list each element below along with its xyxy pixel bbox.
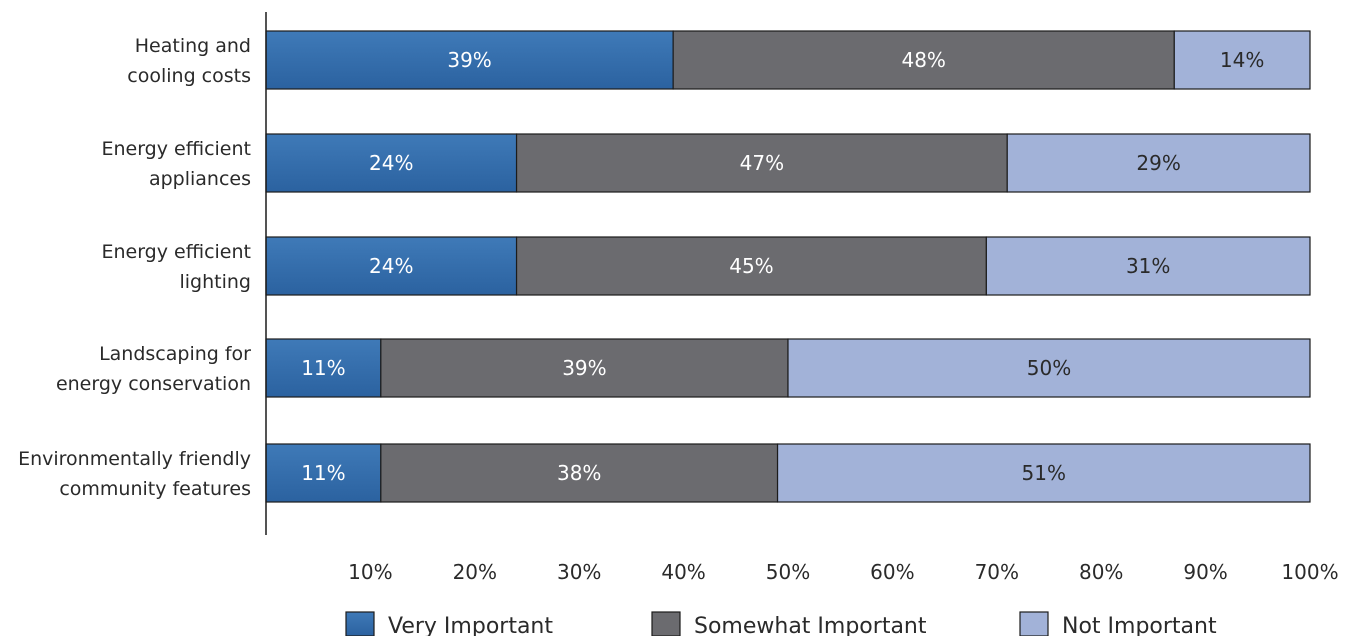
data-label: 51% [1022,461,1066,485]
bar-segment [515,133,1008,193]
bar-segment [265,133,518,193]
data-label: 24% [369,254,413,278]
category-label: Energy efficient lighting [101,241,251,293]
x-tick-label: 40% [661,560,705,584]
bar-segment [1173,30,1311,90]
bar-segment [265,443,382,503]
legend-label: Very Important [388,614,553,636]
data-label: 39% [447,48,491,72]
x-tick-label: 60% [870,560,914,584]
bar-segment [265,338,382,398]
x-tick-label: 90% [1183,560,1227,584]
x-tick-label: 50% [766,560,810,584]
data-label: 14% [1220,48,1264,72]
category-label: Landscaping for energy conservation [56,343,251,395]
legend-swatch [1019,611,1049,637]
bar-segment [776,443,1311,503]
bar-segment [380,443,779,503]
data-label: 31% [1126,254,1170,278]
x-tick-label: 80% [1079,560,1123,584]
data-label: 11% [301,356,345,380]
x-tick-label: 20% [453,560,497,584]
category-label: Environmentally friendly community featur… [18,448,251,500]
data-label: 47% [740,151,784,175]
x-tick-label: 30% [557,560,601,584]
x-tick-label: 10% [348,560,392,584]
category-label: Heating and cooling costs [127,35,251,87]
data-label: 38% [557,461,601,485]
legend-swatch [345,611,375,637]
legend-label: Not Important [1062,614,1217,636]
data-label: 50% [1027,356,1071,380]
data-label: 39% [562,356,606,380]
data-label: 24% [369,151,413,175]
data-label: 45% [729,254,773,278]
data-label: 48% [901,48,945,72]
category-label: Energy efficient appliances [101,138,251,190]
legend-item: Not Important [1019,611,1217,639]
legend-item: Very Important [345,611,553,639]
bar-segment [265,30,674,90]
data-label: 29% [1136,151,1180,175]
legend-label: Somewhat Important [694,614,927,636]
legend-item: Somewhat Important [651,611,927,639]
bar-segment [1006,133,1311,193]
x-tick-label: 100% [1281,560,1338,584]
bar-segment [787,338,1311,398]
bar-segment [515,236,987,296]
x-tick-label: 70% [975,560,1019,584]
data-label: 11% [301,461,345,485]
bar-segment [985,236,1311,296]
bar-segment [672,30,1175,90]
bar-segment [265,236,518,296]
legend-swatch [651,611,681,637]
